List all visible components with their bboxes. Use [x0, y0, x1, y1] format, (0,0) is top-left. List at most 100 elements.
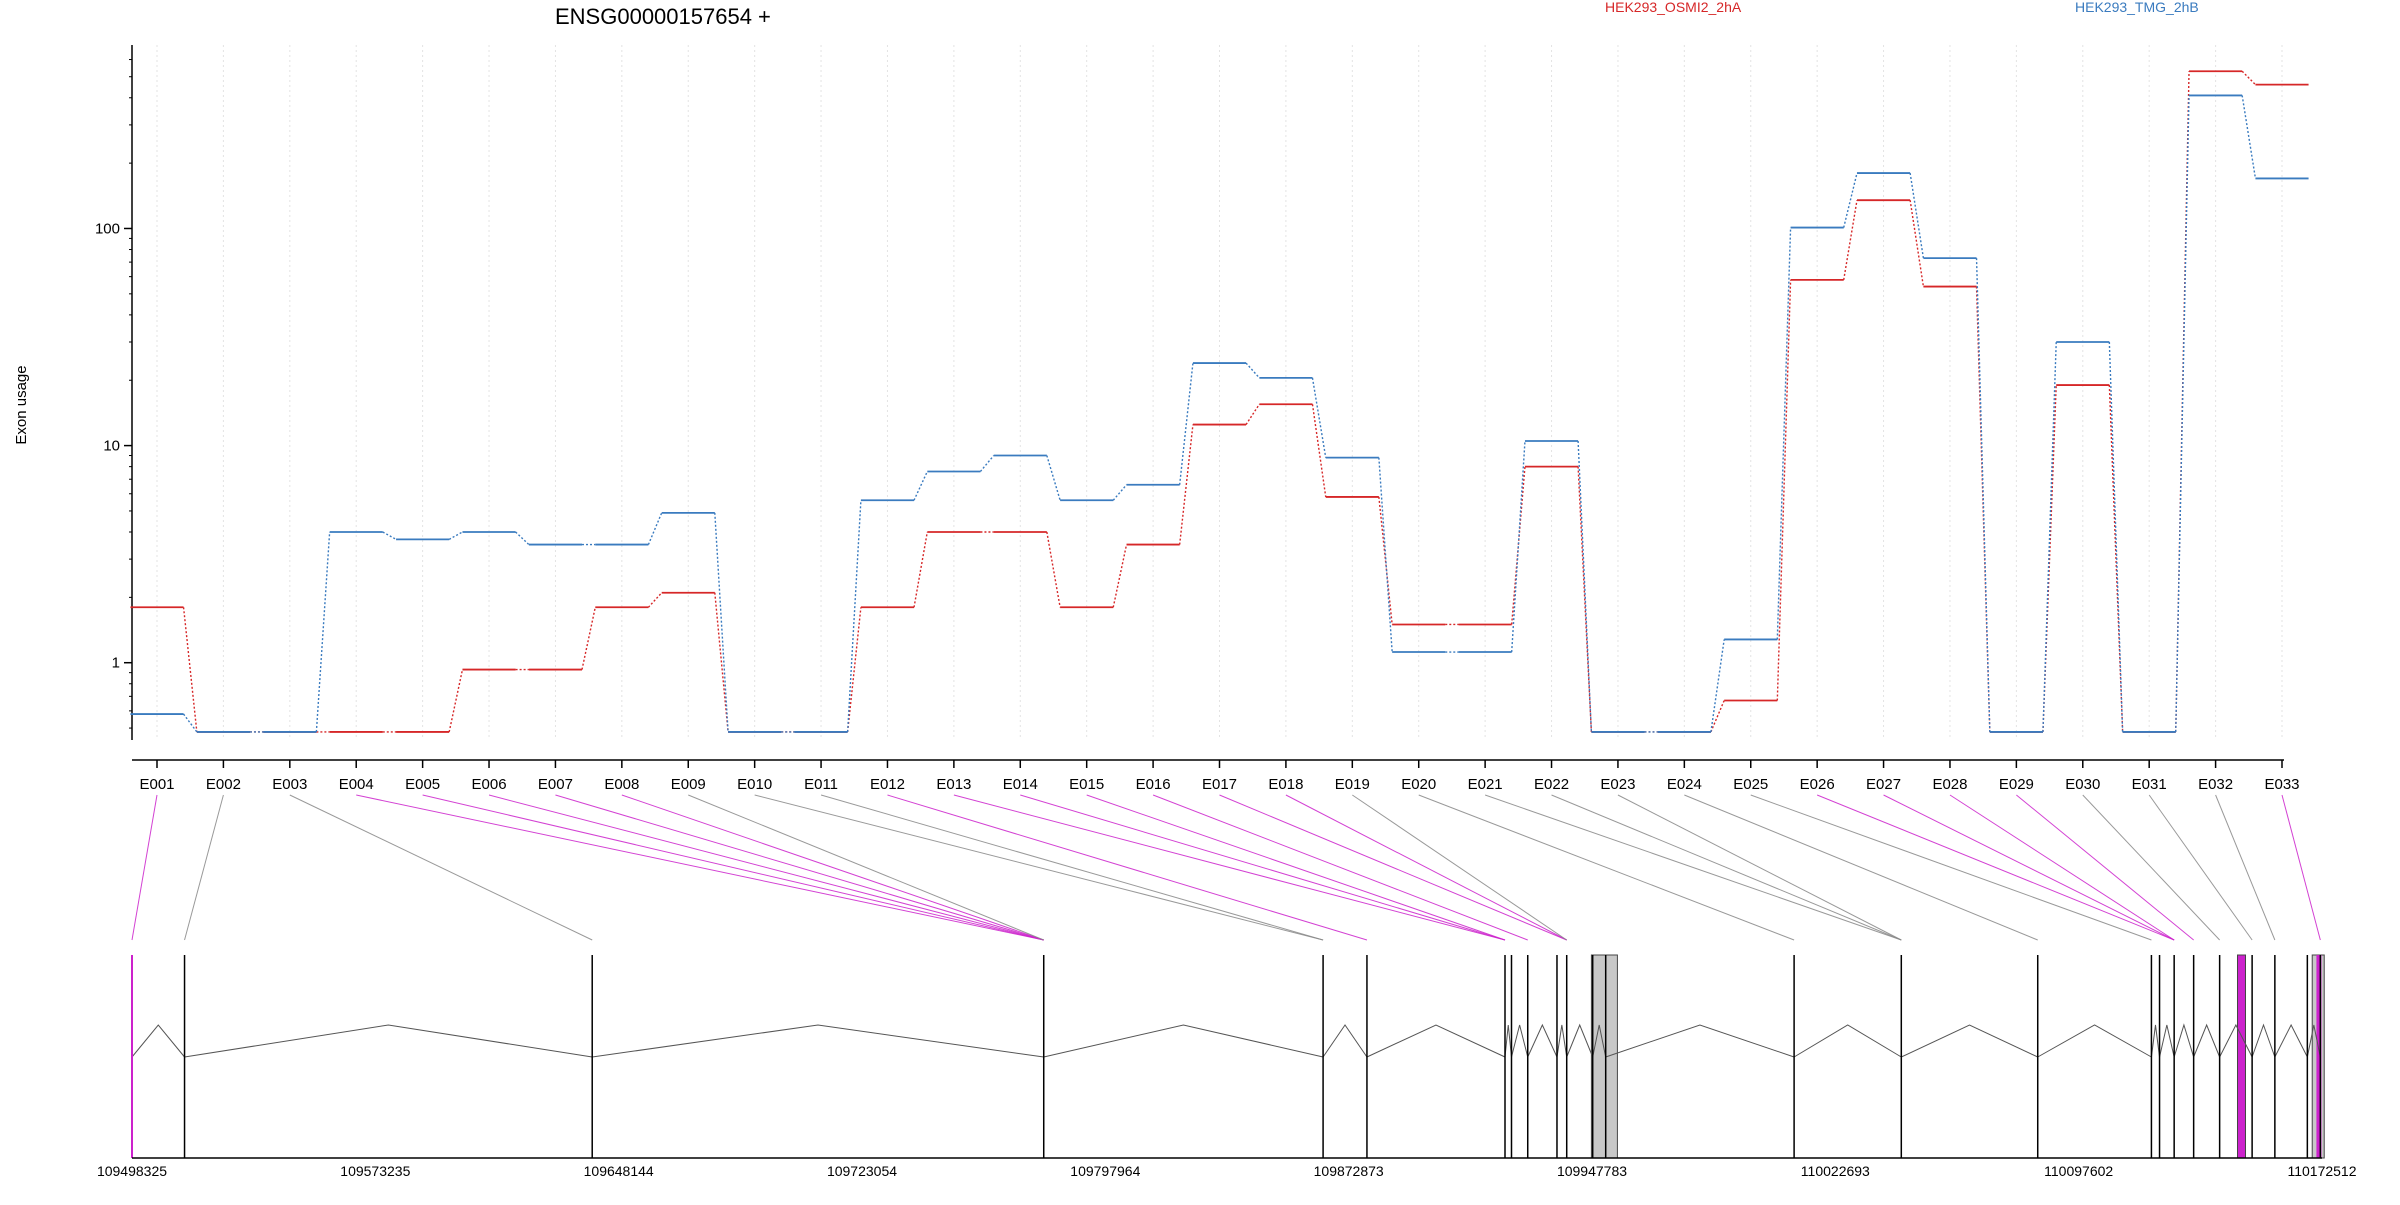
exon-connector [2215, 794, 2276, 941]
intron-line [2219, 1023, 2253, 1058]
exon-connector [1418, 794, 1795, 941]
series-connector [714, 512, 729, 732]
axes-layer: 1 10 100 E001 E002 E003 E004 E005 E006 E007 E008 E0… [95, 45, 2300, 793]
exon-connector [953, 794, 1506, 941]
series-connector [1112, 544, 1128, 608]
exon-connector [688, 794, 1044, 941]
series-connector [714, 592, 729, 732]
exon-connector [422, 794, 1044, 941]
exon-connector [820, 794, 1324, 941]
exon-connector [356, 794, 1044, 941]
x-tick-label: E027 [1866, 776, 1901, 793]
intron-line [1556, 1024, 1568, 1058]
series-connector [846, 500, 862, 732]
x-tick-label: E004 [339, 776, 374, 793]
x-tick-label: E024 [1667, 776, 1702, 793]
intron-line [1322, 1024, 1368, 1058]
exon-connector [1152, 794, 1528, 941]
x-tick-label: E023 [1600, 776, 1635, 793]
x-tick-label: E028 [1932, 776, 1967, 793]
y-tick-label: 10 [103, 438, 120, 455]
exon-box-wide [1590, 954, 1618, 1159]
x-tick-label: E007 [538, 776, 573, 793]
exon-connector [1883, 794, 2175, 941]
exon-connector [289, 794, 593, 941]
y-axis-label: Exon usage [13, 365, 30, 444]
intron-line [184, 1024, 593, 1058]
coordinate-label: 110022693 [1801, 1163, 1870, 1179]
intron-line [1527, 1023, 1558, 1058]
x-tick-label: E017 [1202, 776, 1237, 793]
x-tick-label: E018 [1268, 776, 1303, 793]
x-tick-label: E022 [1534, 776, 1569, 793]
series-1 [130, 70, 2309, 733]
exon-connector [1949, 794, 2175, 941]
series-connector [1178, 424, 1194, 545]
series-connector [382, 531, 397, 540]
series-connector [1776, 227, 1792, 640]
gene-model-layer: 109498325 109573235 109648144 109723054 1097… [97, 954, 2357, 1179]
exon-connector [1684, 794, 2038, 941]
series-connector [1909, 200, 1925, 287]
series-connector [448, 669, 464, 733]
x-tick-label: E003 [272, 776, 307, 793]
y-tick-label: 1 [112, 655, 120, 672]
series-connector [448, 531, 463, 540]
x-tick-label: E011 [804, 776, 838, 793]
exon-connector [887, 794, 1368, 941]
legend-entry-osmi2: HEK293_OSMI2_2hA [1605, 0, 1742, 15]
connector-layer [131, 794, 2321, 941]
intron-line [2150, 1024, 2161, 1058]
x-tick-label: E005 [405, 776, 440, 793]
x-tick-label: E009 [671, 776, 706, 793]
exon-connector [488, 794, 1044, 941]
exon-connector [2148, 794, 2253, 941]
series-connector [846, 607, 862, 732]
intron-line [1566, 1023, 1594, 1058]
x-tick-label: E031 [2132, 776, 2167, 793]
series-connector [581, 607, 596, 670]
intron-line [2193, 1023, 2221, 1058]
chart-title: ENSG00000157654 + [555, 4, 771, 29]
series-connector [1046, 531, 1061, 608]
intron-line [1793, 1024, 1902, 1058]
intron-line [1592, 1024, 1607, 1058]
exon-connector [2016, 794, 2194, 941]
coordinate-label: 109797964 [1070, 1163, 1140, 1179]
exon-connector [1484, 794, 1902, 941]
series-connector [1710, 700, 1725, 733]
exon-connector [1816, 794, 2175, 941]
intron-line [131, 1024, 185, 1058]
coordinate-label: 109573235 [340, 1163, 410, 1179]
exon-connector [2082, 794, 2221, 941]
intron-line [2173, 1023, 2195, 1058]
exon-connector [1352, 794, 1567, 941]
series-connector [2108, 341, 2124, 732]
series-connector [647, 512, 663, 545]
x-tick-label: E033 [2264, 776, 2299, 793]
intron-line [2037, 1024, 2152, 1058]
exon-connector [1617, 794, 1902, 941]
exon-connector [131, 794, 158, 941]
intron-line [592, 1024, 1044, 1058]
series-connector [1843, 200, 1858, 280]
coordinate-label: 109947783 [1557, 1163, 1627, 1179]
exon-connector [1551, 794, 1902, 941]
exon-connector [754, 794, 1324, 941]
series-connector [1510, 440, 1526, 653]
intron-line [2159, 1024, 2175, 1058]
x-tick-label: E002 [206, 776, 241, 793]
series-connector [1311, 377, 1327, 458]
series-connector [515, 531, 530, 546]
intron-line [1366, 1024, 1506, 1058]
x-tick-label: E001 [139, 776, 174, 793]
x-tick-label: E014 [1003, 776, 1038, 793]
exon-connector [1219, 794, 1567, 941]
series-connector [1710, 639, 1725, 733]
x-tick-label: E015 [1069, 776, 1104, 793]
grid-layer [156, 45, 2283, 740]
intron-line [1511, 1024, 1529, 1058]
coordinate-label: 109872873 [1314, 1163, 1384, 1179]
